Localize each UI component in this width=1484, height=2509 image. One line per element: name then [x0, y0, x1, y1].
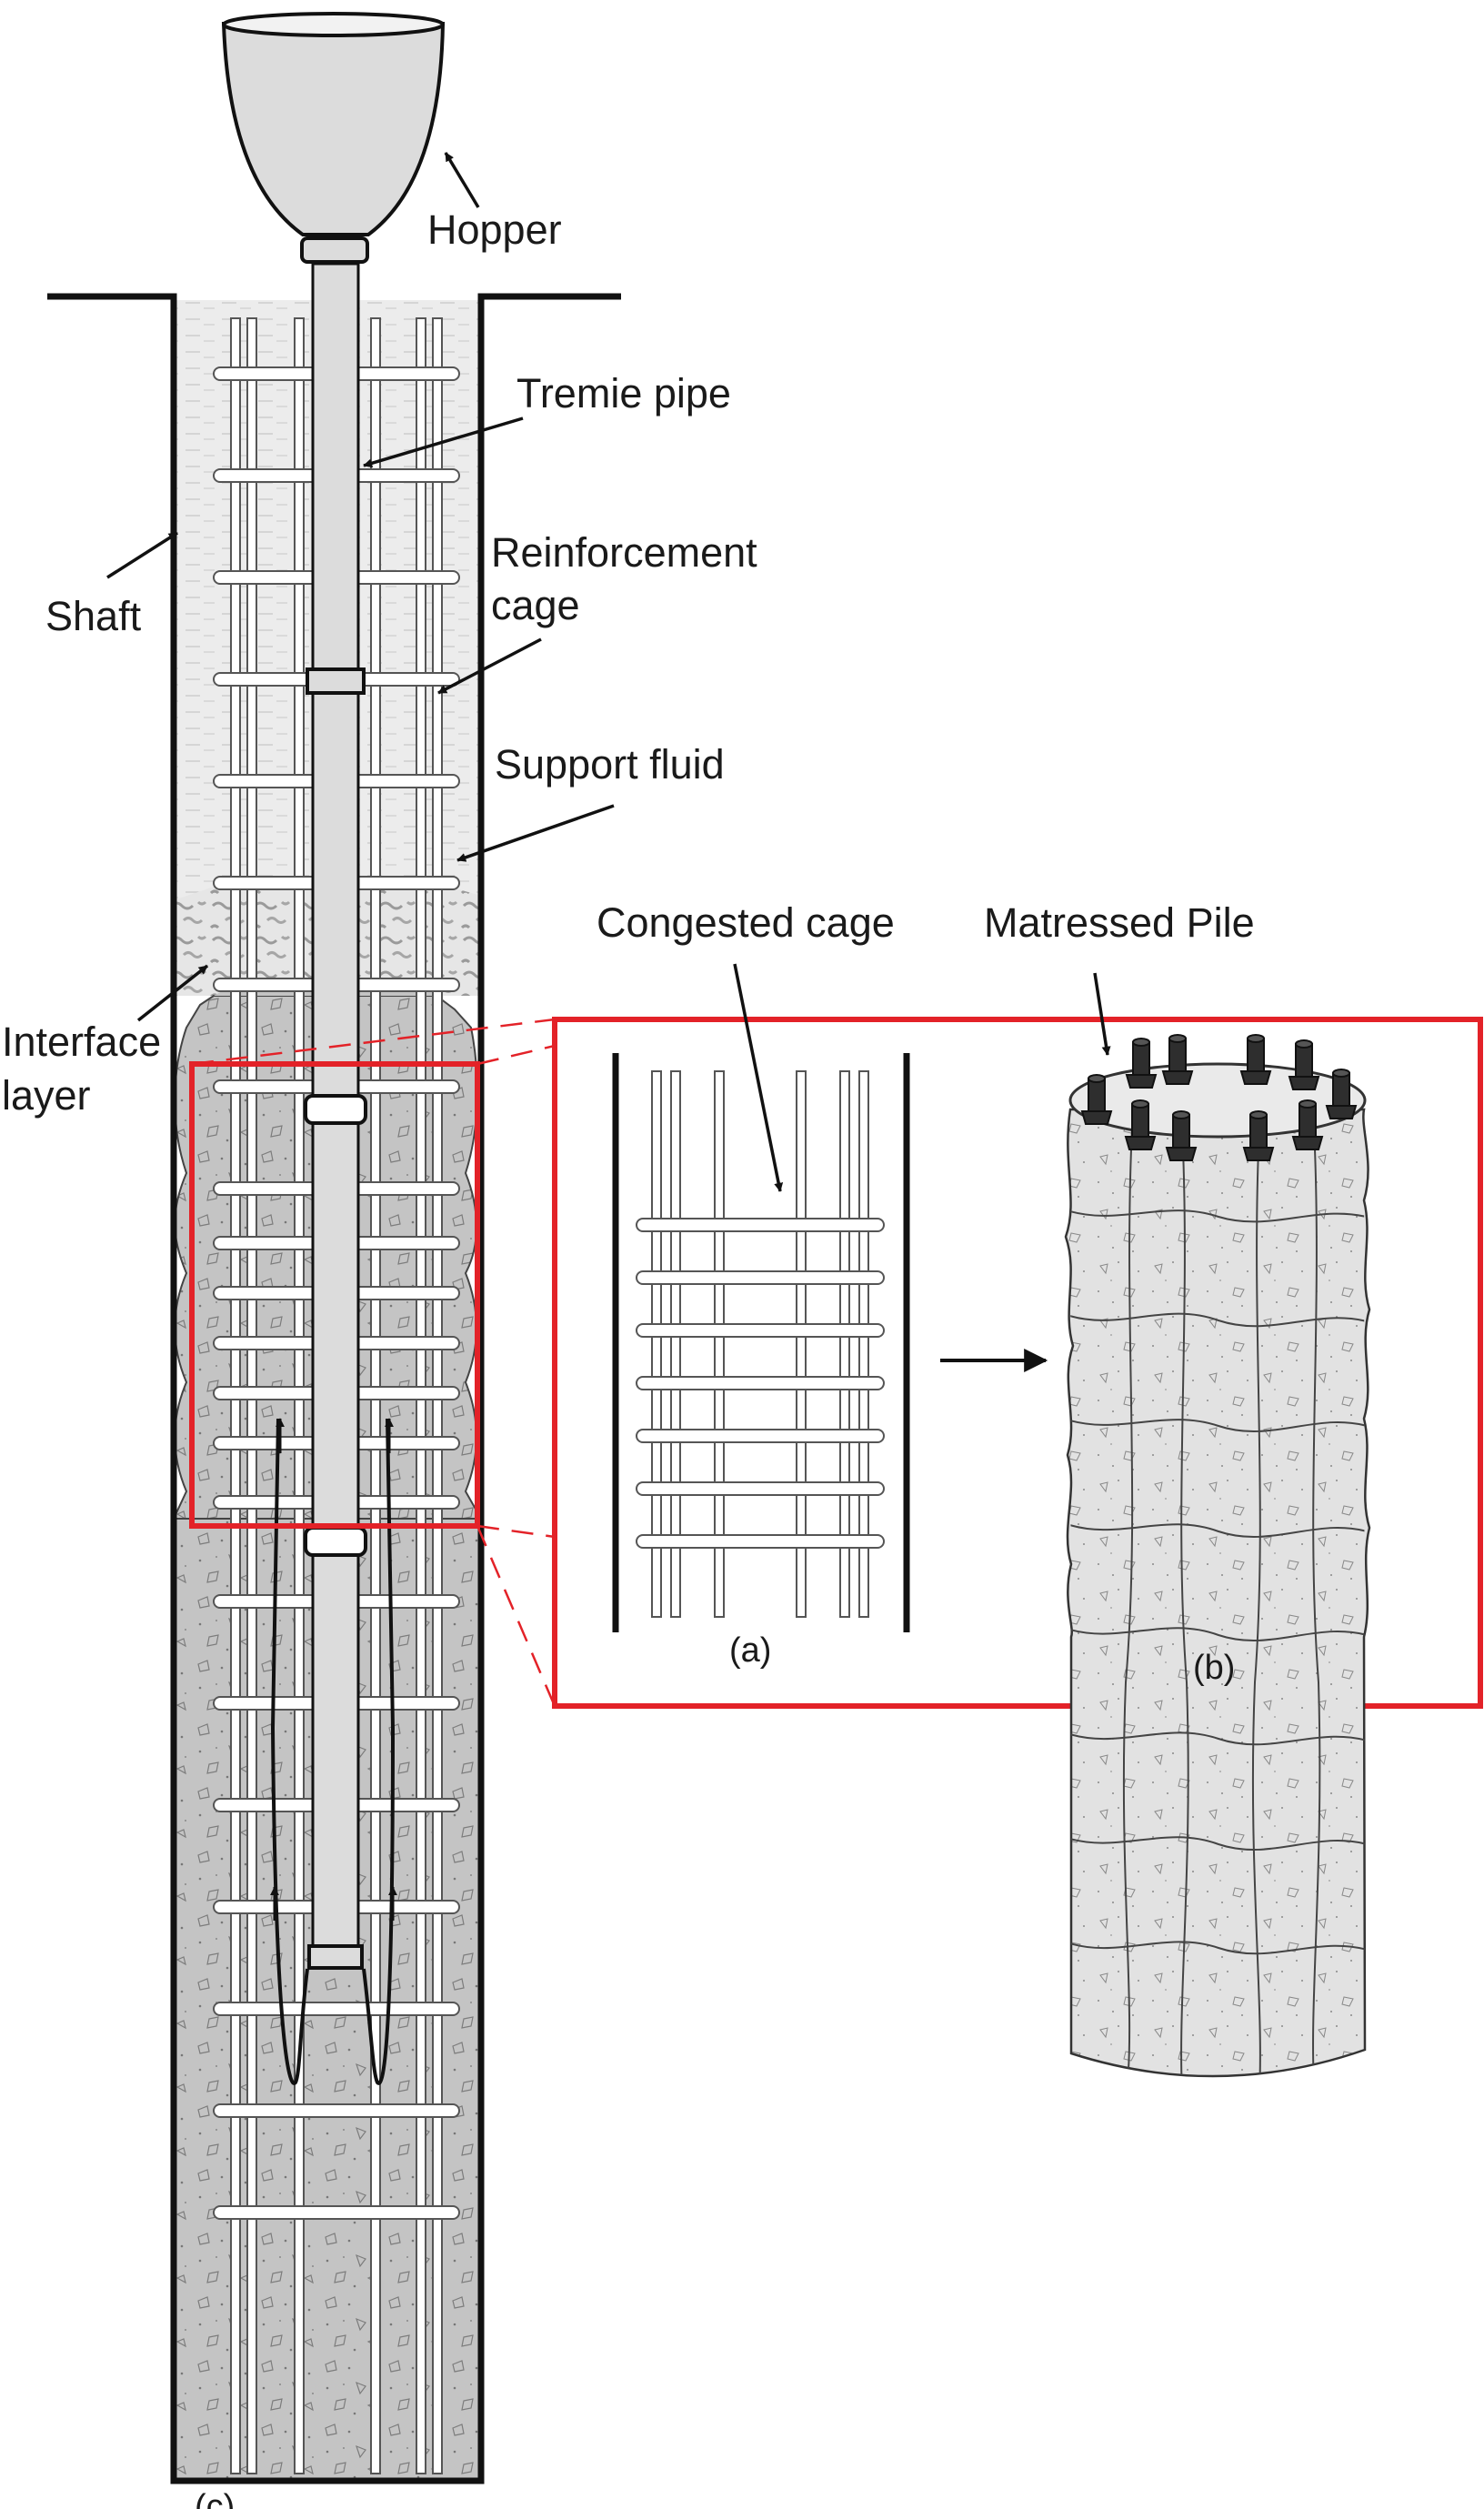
panel-a-label: (a): [729, 1631, 771, 1670]
tremie-pipe-label: Tremie pipe: [516, 370, 731, 416]
reinforcement-cage-label-line1: Reinforcement: [491, 529, 757, 576]
tremie-leader-arrow-icon: [363, 416, 524, 468]
congested-cage-detail: [612, 1053, 910, 1632]
zoom-connector-lines: [191, 1018, 556, 1707]
shaft-wall: [47, 293, 621, 2484]
interface-layer-label-line1: Interface: [2, 1019, 161, 1065]
dowel-icon: [1080, 1034, 1358, 1161]
hopper-label: Hopper: [427, 206, 562, 253]
reinforcement-cage-label-line2: cage: [491, 582, 580, 628]
panel-b-label: (b): [1193, 1649, 1235, 1687]
hopper: [221, 12, 446, 264]
congested-cage-label: Congested cage: [597, 899, 895, 946]
flow-arrow-icon: [270, 1418, 397, 1921]
tremie-pipe: [304, 262, 367, 1970]
pile-leader-arrow-icon: [1093, 972, 1111, 1056]
concrete-flow-lines: [270, 1418, 396, 2085]
leader-arrows: [106, 152, 1111, 1192]
shaft-leader-arrow-icon: [106, 531, 178, 579]
congested-leader-arrow-icon: [733, 963, 784, 1192]
shaft-label: Shaft: [45, 593, 142, 639]
interface-layer-label-line2: layer: [2, 1072, 91, 1119]
highlight-frames: [189, 1017, 1483, 1709]
fluid-leader-arrow-icon: [456, 804, 615, 862]
interface-leader-arrow-icon: [136, 964, 209, 1022]
hopper-leader-arrow-icon: [444, 152, 480, 208]
matressed-pile-detail: [1064, 1062, 1371, 2078]
panel-c-label: (c): [195, 2488, 235, 2509]
matressed-pile-label: Matressed Pile: [984, 899, 1255, 946]
cage-leader-arrow-icon: [437, 637, 542, 695]
support-fluid-label: Support fluid: [495, 741, 725, 788]
